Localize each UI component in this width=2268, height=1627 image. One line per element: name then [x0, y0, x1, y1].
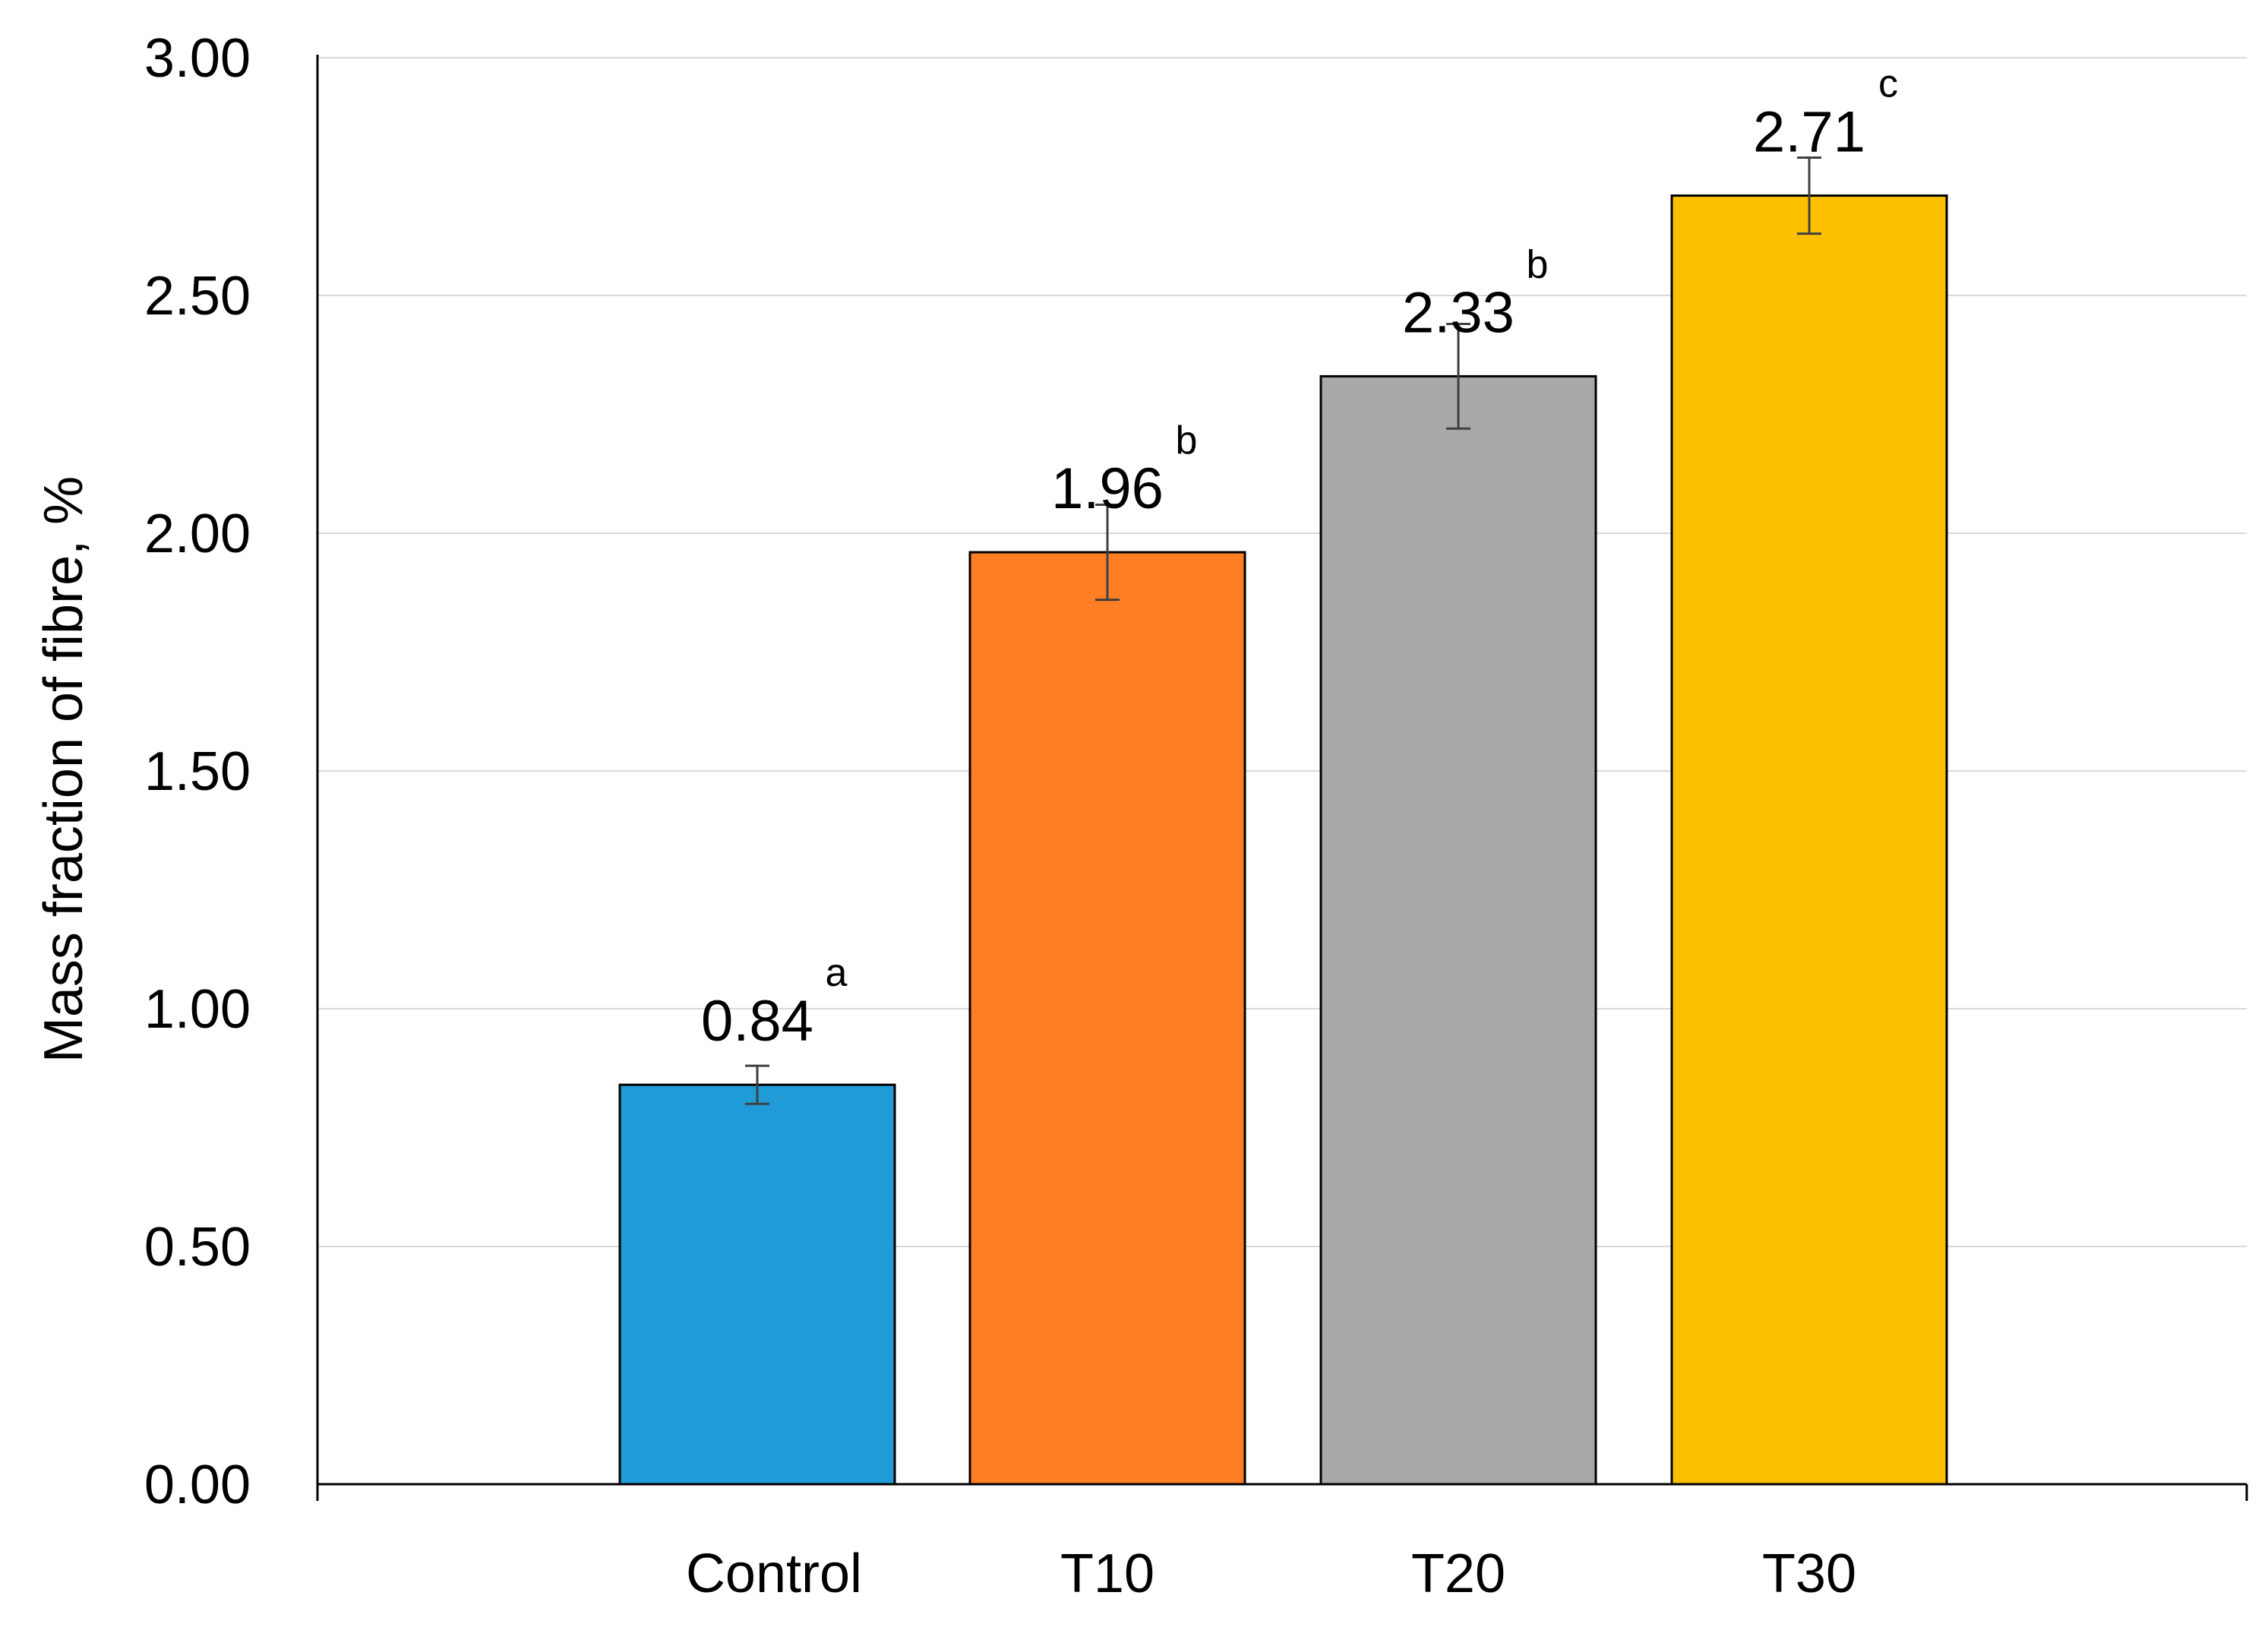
y-tick-label: 2.00: [144, 504, 251, 564]
data-label: 1.96: [1051, 457, 1164, 521]
axes: [316, 55, 2248, 1501]
y-axis-title: Mass fraction of fibre, %: [33, 476, 94, 1063]
data-label: 2.33: [1402, 280, 1515, 345]
y-tick-label: 0.00: [144, 1455, 251, 1515]
y-axis-ticks: 0.00 0.50 1.00 1.50 2.00 2.50 3.00: [144, 28, 251, 1515]
significance-letter: b: [1176, 419, 1198, 463]
bar-t20: [1319, 374, 1597, 1486]
x-category-label: T10: [1060, 1543, 1155, 1604]
significance-letter: a: [826, 951, 848, 995]
error-bars: [745, 156, 1821, 1105]
x-category-label: T20: [1411, 1543, 1505, 1604]
x-axis-categories: Control T10 T20 T30: [686, 1543, 1856, 1604]
bars: [618, 194, 1948, 1486]
data-label: 2.71: [1753, 100, 1865, 165]
y-tick-label: 1.00: [144, 979, 251, 1040]
data-labels: 0.84 a 1.96 b 2.33 b 2.71 c: [701, 62, 1898, 1054]
gridlines: [317, 57, 2247, 1247]
bar-t10: [968, 551, 1246, 1486]
significance-letter: b: [1527, 242, 1549, 286]
x-category-label: T30: [1762, 1543, 1856, 1604]
data-label: 0.84: [701, 989, 813, 1054]
bar-t30: [1670, 194, 1948, 1486]
y-tick-label: 1.50: [144, 741, 251, 802]
significance-letter: c: [1878, 62, 1898, 106]
y-tick-label: 2.50: [144, 266, 251, 327]
y-tick-label: 3.00: [144, 28, 251, 89]
x-category-label: Control: [686, 1543, 862, 1604]
y-tick-label: 0.50: [144, 1217, 251, 1278]
bar-control: [618, 1083, 896, 1486]
